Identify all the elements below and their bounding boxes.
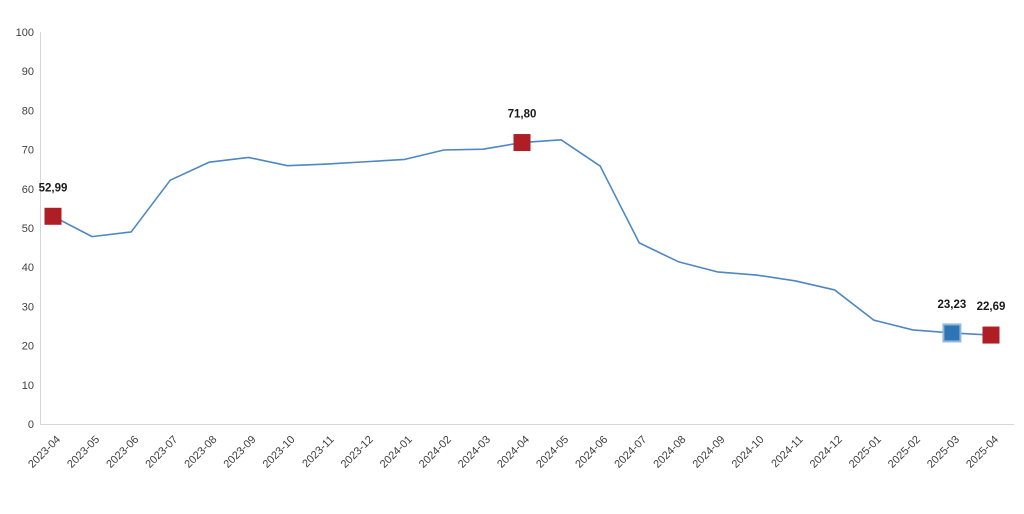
y-tick-label: 100 <box>16 27 34 39</box>
y-tick-label: 10 <box>22 380 34 392</box>
x-tick-label: 2025-04 <box>964 434 1001 471</box>
data-point-label: 71,80 <box>508 109 537 121</box>
x-tick-label: 2024-05 <box>534 434 571 471</box>
x-tick-label: 2024-06 <box>573 434 610 471</box>
x-tick-label: 2024-01 <box>378 434 415 471</box>
x-tick-label: 2024-07 <box>612 434 649 471</box>
data-line <box>52 139 992 336</box>
data-marker <box>942 323 962 343</box>
x-tick-label: 2023-06 <box>104 434 141 471</box>
data-point-label: 22,69 <box>977 301 1006 313</box>
x-tick-label: 2024-10 <box>730 434 767 471</box>
y-tick-label: 50 <box>22 223 34 235</box>
x-tick-label: 2024-08 <box>651 434 688 471</box>
data-marker <box>513 134 531 152</box>
x-tick-label: 2024-12 <box>808 434 845 471</box>
x-tick-label: 2023-07 <box>143 434 180 471</box>
y-tick-label: 80 <box>22 105 34 117</box>
x-tick-label: 2023-05 <box>65 434 102 471</box>
x-tick-label: 2025-02 <box>886 434 923 471</box>
data-marker <box>44 207 62 225</box>
y-tick-label: 40 <box>22 262 34 274</box>
x-tick-label: 2024-11 <box>769 434 805 470</box>
y-tick-label: 20 <box>22 341 34 353</box>
y-tick-label: 60 <box>22 184 34 196</box>
x-tick-label: 2023-11 <box>300 434 336 470</box>
y-tick-label: 0 <box>28 419 34 431</box>
data-marker <box>982 326 1000 344</box>
x-tick-label: 2025-03 <box>925 434 962 471</box>
x-tick-label: 2025-01 <box>847 434 884 471</box>
data-point-label: 23,23 <box>938 299 967 311</box>
x-tick-label: 2024-03 <box>456 434 493 471</box>
x-tick-label: 2024-02 <box>417 434 454 471</box>
x-tick-label: 2024-09 <box>691 434 728 471</box>
y-tick-label: 30 <box>22 301 34 313</box>
y-tick-label: 90 <box>22 66 34 78</box>
y-tick-label: 70 <box>22 145 34 157</box>
x-tick-label: 2023-10 <box>261 434 298 471</box>
data-point-label: 52,99 <box>39 182 68 194</box>
x-tick-label: 2023-04 <box>26 434 63 471</box>
x-tick-label: 2023-09 <box>222 434 259 471</box>
x-tick-label: 2023-12 <box>339 434 376 471</box>
x-tick-label: 2023-08 <box>182 434 219 471</box>
x-tick-label: 2024-04 <box>495 434 532 471</box>
